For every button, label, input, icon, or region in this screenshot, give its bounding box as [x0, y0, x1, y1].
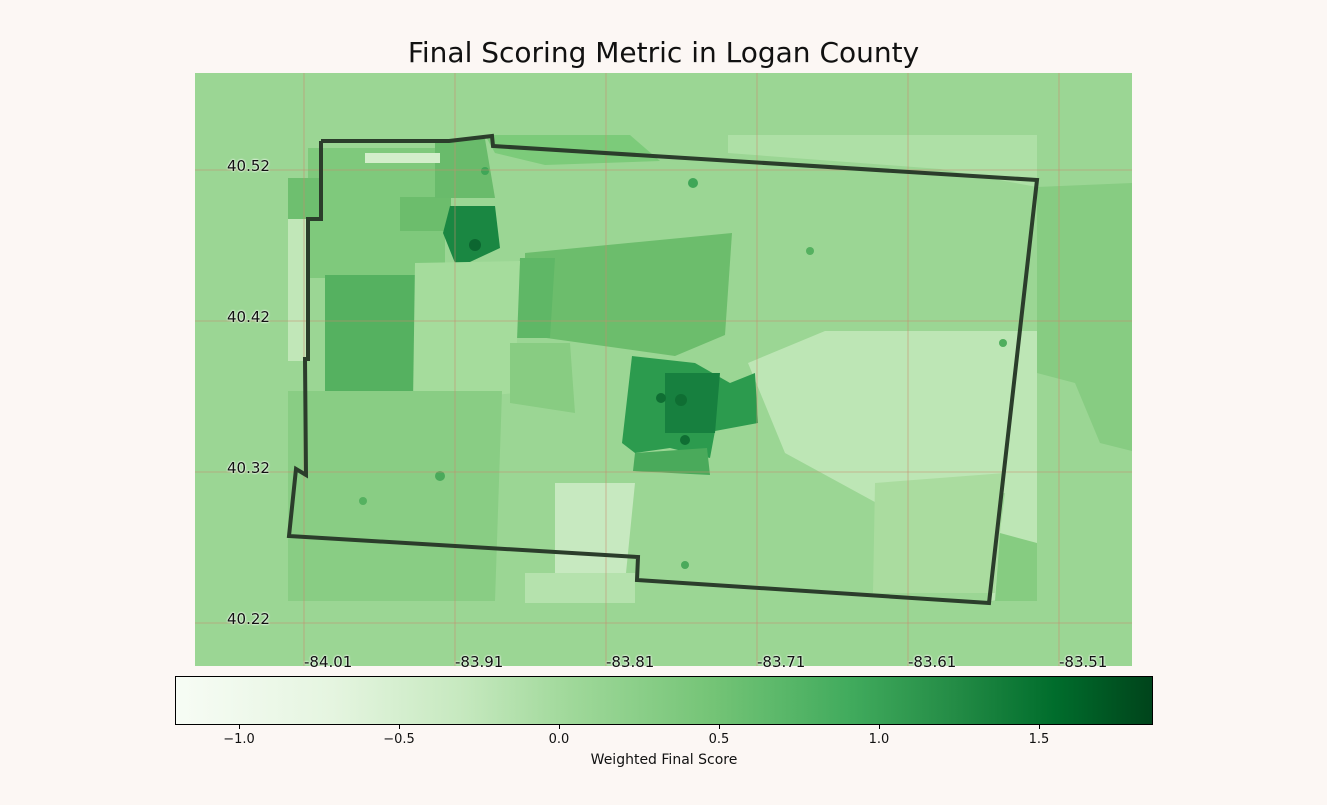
colorbar-tick: [1039, 724, 1040, 729]
graticule: [195, 73, 1132, 666]
tract-patch: [525, 573, 635, 603]
lat-label: 40.42: [227, 308, 270, 326]
tract-patch: [873, 473, 1005, 593]
hotspot: [806, 247, 814, 255]
tract-patch: [510, 343, 575, 413]
hotspot: [469, 239, 481, 251]
lon-label: -83.61: [908, 653, 957, 671]
lon-label: -83.81: [606, 653, 655, 671]
tract-patch: [728, 135, 1037, 187]
colorbar-title: Weighted Final Score: [590, 752, 738, 768]
colorbar-tick-label: 0.5: [708, 732, 730, 747]
tract-patch: [1037, 183, 1132, 451]
tract-patch: [515, 258, 555, 338]
colorbar-tick-label: −1.0: [223, 732, 255, 747]
map-title: Final Scoring Metric in Logan County: [407, 36, 920, 69]
colorbar-tick: [719, 724, 720, 729]
colorbar-tick: [399, 724, 400, 729]
colorbar-tick-label: 1.0: [868, 732, 890, 747]
lat-label: 40.32: [227, 459, 270, 477]
hotspot: [656, 393, 666, 403]
tract-patch: [435, 139, 495, 198]
tract-patch: [400, 197, 451, 231]
colorbar-tick-label: −0.5: [383, 732, 415, 747]
tract-patch: [633, 448, 710, 475]
tract-patch: [288, 391, 502, 601]
tract-patch: [288, 218, 308, 361]
hotspot: [435, 471, 445, 481]
hotspot: [688, 178, 698, 188]
colorbar-tick: [879, 724, 880, 729]
lon-label: -84.01: [304, 653, 353, 671]
hotspot: [675, 394, 687, 406]
hotspot: [359, 497, 367, 505]
colorbar: [175, 676, 1153, 725]
tract-patch: [413, 261, 520, 403]
hotspot: [680, 435, 690, 445]
hotspots: [359, 167, 1007, 569]
hotspot: [999, 339, 1007, 347]
lat-label: 40.52: [227, 157, 270, 175]
lon-label: -83.91: [455, 653, 504, 671]
colorbar-tick: [239, 724, 240, 729]
tract-patch-dark: [665, 373, 720, 433]
colorbar-tick-label: 0.0: [548, 732, 570, 747]
tract-patch-dark: [443, 206, 500, 268]
lon-label: -83.51: [1059, 653, 1108, 671]
tract-patch: [365, 153, 440, 163]
tract-patch: [995, 533, 1037, 601]
colorbar-tick: [559, 724, 560, 729]
colorbar-tick-label: 1.5: [1028, 732, 1050, 747]
tract-patch: [288, 178, 321, 219]
hotspot: [481, 167, 489, 175]
tract-patch: [308, 148, 445, 278]
lon-label: -83.71: [757, 653, 806, 671]
tract-patch: [748, 331, 1037, 601]
lat-label: 40.22: [227, 610, 270, 628]
choropleth-map: [195, 73, 1132, 666]
tract-patch: [525, 233, 732, 356]
map-area: [195, 73, 1132, 666]
tract-patches: [288, 135, 1132, 603]
hotspot: [681, 561, 689, 569]
county-boundary: [286, 133, 1040, 606]
